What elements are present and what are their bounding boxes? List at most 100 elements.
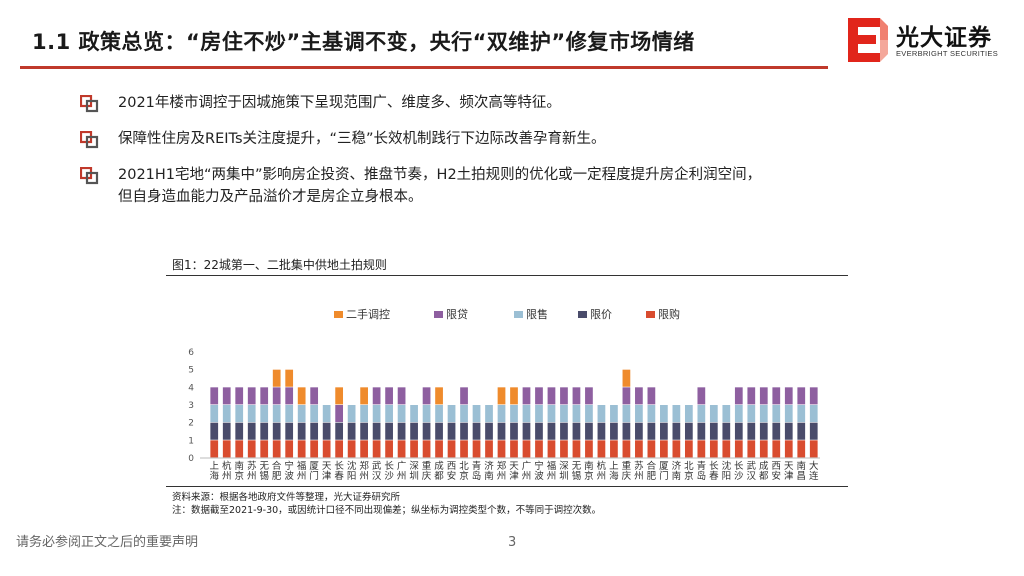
x-tick-label-char: 春 [334,470,344,482]
bar-segment [547,405,556,423]
x-tick-label-char: 安 [772,470,782,482]
bar-segment [297,387,306,405]
bar-segment [297,440,306,458]
x-tick-label-char: 圳 [409,471,419,482]
bar-segment [572,422,581,440]
x-tick-label-char: 肥 [647,471,657,482]
x-tick-label-char: 海 [609,470,619,482]
y-tick-label: 4 [188,383,194,393]
bar-segment [585,405,593,423]
legend-swatch [434,311,443,318]
x-tick-label-char: 上 [209,461,219,472]
bar-segment [235,405,244,423]
y-tick-label: 3 [188,401,194,411]
bar-segment [709,440,718,458]
x-tick-label-char: 京 [234,470,244,482]
x-tick-label-char: 厦 [309,461,319,472]
bar-segment [597,422,606,440]
bar-segment [272,422,281,440]
bar-segment [235,387,244,405]
bar-segment [260,405,269,423]
bar-segment [759,422,768,440]
x-tick-label-char: 庆 [422,470,432,482]
bar-segment [734,440,743,458]
bar-segment [734,387,743,405]
bar-segment [759,440,768,458]
bar-segment [272,369,281,387]
bar-segment [510,440,518,458]
x-tick-label-char: 宁 [534,460,544,472]
x-tick-label-char: 长 [334,460,344,472]
x-tick-label-char: 州 [597,471,607,482]
bar-segment [322,422,331,440]
x-tick-label-char: 肥 [272,471,282,482]
x-tick-label-char: 安 [447,470,457,482]
bar-segment [335,387,344,405]
bar-segment [397,440,406,458]
bar-segment [422,405,431,423]
bullet-item: 2021H1宅地“两集中”影响房企投资、推盘节奏，H2土拍规则的优化或一定程度提… [80,164,960,208]
x-tick-label-char: 锡 [572,470,582,482]
bar-segment [784,405,793,423]
x-tick-label-char: 北 [684,461,694,472]
bar-segment [722,422,731,440]
square-bullet-icon [80,131,99,149]
bar-segment [335,440,344,458]
bar-segment [422,387,431,405]
x-tick-label-char: 长 [384,460,394,472]
bar-segment [460,405,468,423]
x-tick-label-char: 津 [322,471,332,482]
bar-segment [460,422,468,440]
x-tick-label-char: 长 [734,460,744,472]
x-tick-label-char: 合 [272,460,282,472]
bar-segment [560,440,568,458]
bar-segment [285,369,294,387]
x-tick-label-char: 沙 [734,471,744,482]
bar-segment [372,440,381,458]
x-tick-label-char: 圳 [559,471,569,482]
x-tick-label-char: 深 [409,461,419,472]
bar-segment [360,405,368,423]
bar-segment [734,422,743,440]
bar-segment [759,387,768,405]
bar-segment [210,387,219,405]
bar-segment [772,405,781,423]
y-tick-label: 1 [188,436,194,446]
bar-segment [260,422,269,440]
bar-segment [560,405,568,423]
bar-segment [660,440,668,458]
bar-segment [435,440,443,458]
x-tick-label-char: 武 [372,460,382,472]
bar-segment [285,405,294,423]
legend-label: 限贷 [446,307,468,321]
x-tick-label-char: 杭 [222,460,232,472]
x-tick-label-char: 厦 [659,461,669,472]
bar-segment [572,387,581,405]
x-tick-label-char: 苏 [247,460,257,472]
bar-segment [610,440,618,458]
bar-segment [585,440,593,458]
bar-segment [447,440,456,458]
x-tick-label-char: 重 [622,460,632,472]
bar-segment [547,422,556,440]
bar-segment [597,440,606,458]
bar-segment [385,405,393,423]
bar-segment [660,422,668,440]
x-tick-label-char: 杭 [597,460,607,472]
bar-segment [222,387,231,405]
bullet-text: 2021年楼市调控于因城施策下呈现范围广、维度多、频次高等特征。 [118,95,561,111]
bar-segment [322,405,331,423]
x-tick-label-char: 大 [809,460,819,472]
bar-segment [622,422,631,440]
x-tick-label-char: 州 [359,471,369,482]
x-tick-label-char: 成 [434,460,444,472]
bar-segment [622,405,631,423]
bar-segment [797,422,806,440]
bar-segment [397,405,406,423]
bar-segment [335,405,344,423]
bar-segment [435,422,443,440]
bar-segment [797,405,806,423]
bar-segment [422,422,431,440]
bar-segment [809,387,818,405]
square-bullet-icon [80,167,99,185]
